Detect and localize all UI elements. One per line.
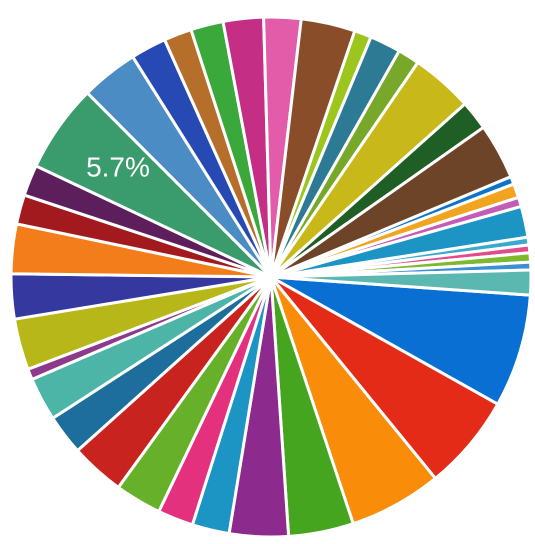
pie-slice xyxy=(269,268,533,297)
pie-data-labels: 5.7% xyxy=(86,151,150,182)
pie-slices xyxy=(9,15,533,539)
pie-slice xyxy=(269,275,532,406)
slice-data-label: 5.7% xyxy=(86,151,150,182)
